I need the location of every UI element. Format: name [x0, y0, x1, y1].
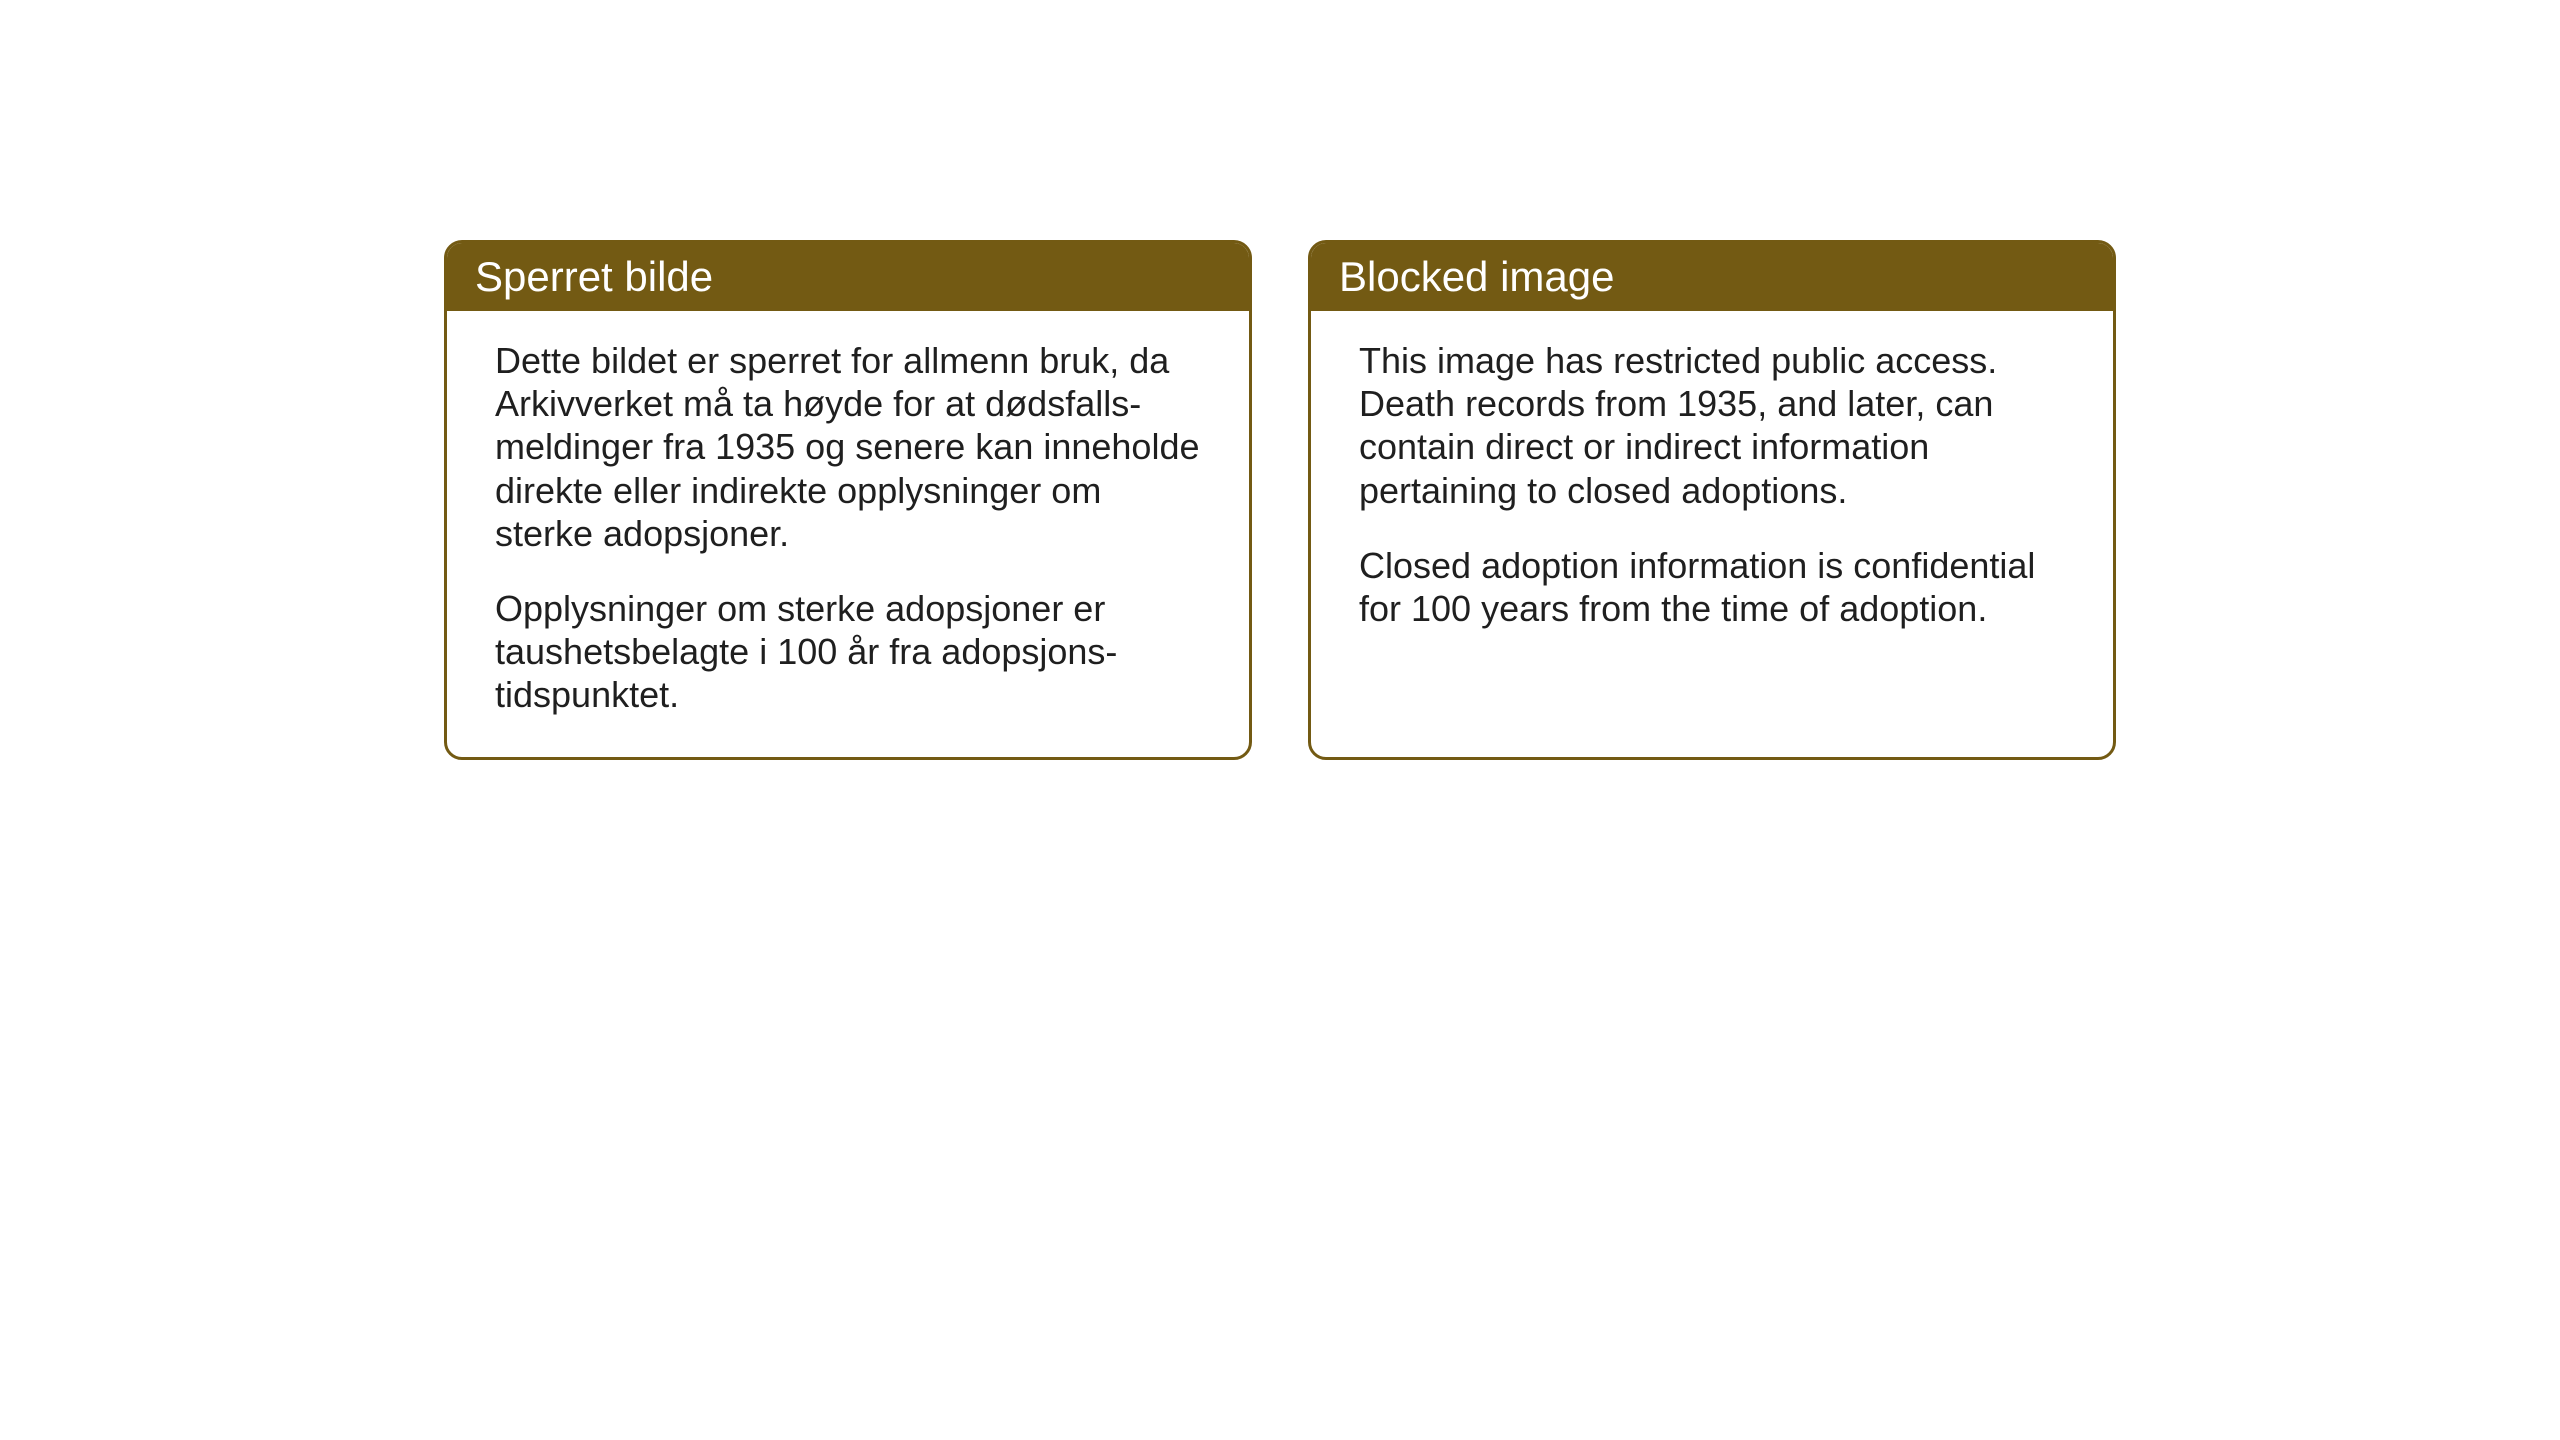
card-norwegian-body: Dette bildet er sperret for allmenn bruk…: [447, 311, 1249, 757]
card-english-header: Blocked image: [1311, 243, 2113, 311]
card-english-paragraph-1: This image has restricted public access.…: [1359, 339, 2065, 512]
card-english: Blocked image This image has restricted …: [1308, 240, 2116, 760]
card-norwegian: Sperret bilde Dette bildet er sperret fo…: [444, 240, 1252, 760]
card-english-paragraph-2: Closed adoption information is confident…: [1359, 544, 2065, 630]
card-norwegian-header: Sperret bilde: [447, 243, 1249, 311]
card-english-body: This image has restricted public access.…: [1311, 311, 2113, 670]
card-norwegian-paragraph-1: Dette bildet er sperret for allmenn bruk…: [495, 339, 1201, 555]
cards-container: Sperret bilde Dette bildet er sperret fo…: [444, 240, 2116, 760]
card-norwegian-paragraph-2: Opplysninger om sterke adopsjoner er tau…: [495, 587, 1201, 717]
